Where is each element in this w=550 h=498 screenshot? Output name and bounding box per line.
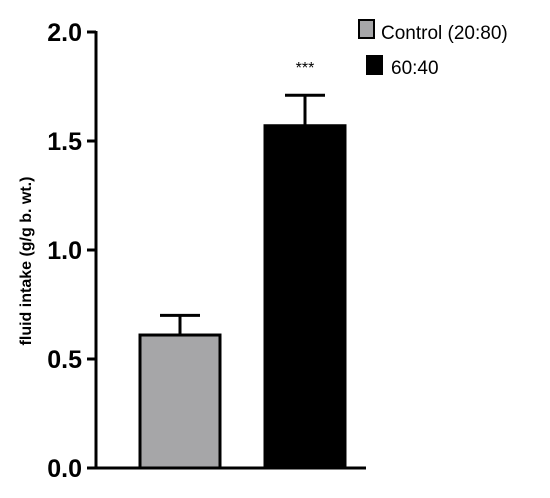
bar-60-40	[263, 124, 347, 470]
y-tick-label: 1.5	[47, 128, 82, 156]
bars-group: ***	[138, 60, 347, 470]
y-tick-label: 0.0	[47, 455, 82, 483]
legend-swatch	[366, 55, 383, 75]
legend-label: 60:40	[391, 58, 439, 79]
y-tick-label: 2.0	[47, 19, 82, 47]
legend-swatch	[358, 19, 375, 39]
legend: Control (20:80) 60:40	[358, 19, 508, 79]
y-tick-label: 0.5	[47, 346, 82, 374]
significance-label: ***	[296, 60, 315, 77]
y-axis-label: fluid intake (g/g b. wt.)	[18, 177, 35, 346]
y-tick-label: 1.0	[47, 237, 82, 265]
bar-control	[138, 333, 222, 470]
legend-label: Control (20:80)	[381, 23, 508, 44]
